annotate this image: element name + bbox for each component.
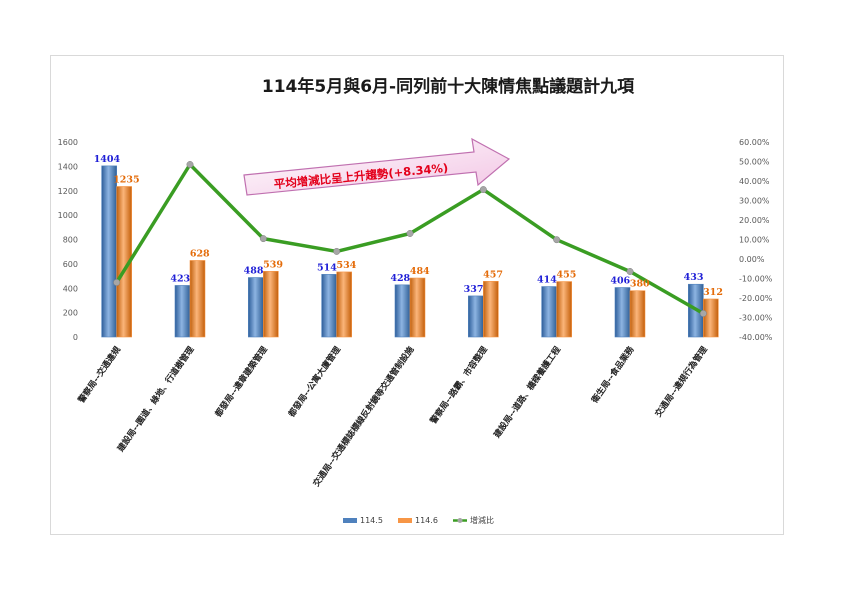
legend-label: 114.5 bbox=[360, 516, 383, 525]
line-series bbox=[113, 161, 707, 317]
bar bbox=[189, 260, 206, 338]
y2-tick-label: -10.00% bbox=[739, 275, 773, 284]
bar bbox=[468, 295, 484, 338]
category-label: 建設局--園道、綠地、行道樹管理 bbox=[115, 344, 197, 455]
bar-value-label: 380 bbox=[630, 279, 650, 290]
y-axis-right: -40.00% -30.00% -20.00% -10.00% 0.00% 10.00% 2… bbox=[739, 138, 773, 342]
bar bbox=[248, 277, 264, 338]
legend-swatch bbox=[398, 518, 412, 523]
y-tick-label: 1400 bbox=[58, 162, 78, 171]
bar-value-label: 484 bbox=[410, 266, 430, 277]
line-point bbox=[479, 186, 487, 194]
bar-value-label: 1235 bbox=[113, 174, 139, 185]
bar bbox=[336, 271, 352, 338]
line-point bbox=[186, 161, 194, 168]
y2-tick-label: 60.00% bbox=[739, 138, 770, 147]
bar-value-label: 455 bbox=[556, 270, 576, 281]
bar-value-label: 1404 bbox=[94, 154, 121, 165]
y-tick-label: 800 bbox=[63, 236, 78, 245]
bar bbox=[116, 186, 132, 338]
category-label: 都發局--公寓大廈管理 bbox=[286, 344, 344, 420]
combo-chart: 114年5月與6月-同列前十大陳情焦點議題計九項 平均增減比呈上升趨勢(+8.3… bbox=[58, 76, 773, 525]
y-tick-label: 1000 bbox=[58, 211, 78, 220]
category-label: 警察局--交通違規 bbox=[76, 344, 123, 405]
bar bbox=[174, 285, 191, 338]
legend-marker bbox=[457, 518, 463, 523]
line-point bbox=[333, 247, 341, 255]
line-point bbox=[553, 236, 561, 244]
bar-value-label: 337 bbox=[464, 284, 484, 295]
y2-tick-label: 20.00% bbox=[739, 216, 770, 225]
y2-tick-label: 10.00% bbox=[739, 236, 770, 245]
bar bbox=[614, 287, 631, 338]
annotation-arrow: 平均增減比呈上升趨勢(+8.34%) bbox=[243, 137, 511, 196]
bar-value-label: 312 bbox=[703, 287, 723, 298]
bar bbox=[101, 165, 117, 338]
line-point bbox=[406, 230, 414, 237]
bar-series bbox=[101, 165, 719, 338]
y-tick-label: 1200 bbox=[58, 187, 78, 196]
category-label: 衛生局--食品業務 bbox=[589, 344, 637, 406]
bar bbox=[394, 284, 411, 338]
bar-value-label: 423 bbox=[170, 273, 190, 284]
legend-label: 114.6 bbox=[415, 516, 438, 525]
category-label: 警察局--路霸、市容整理 bbox=[428, 344, 490, 426]
bar-value-label: 433 bbox=[684, 272, 704, 283]
y2-tick-label: -20.00% bbox=[739, 294, 773, 303]
y2-tick-label: 50.00% bbox=[739, 158, 770, 167]
y2-tick-label: 40.00% bbox=[739, 177, 770, 186]
bar-value-label: 628 bbox=[190, 248, 210, 259]
bar-value-label: 539 bbox=[263, 259, 283, 270]
y-tick-label: 1600 bbox=[58, 138, 78, 147]
trend-arrow-shape bbox=[243, 137, 511, 196]
bar-value-label: 428 bbox=[390, 273, 410, 284]
bar bbox=[629, 290, 646, 338]
bar bbox=[483, 281, 499, 338]
legend-swatch bbox=[343, 518, 357, 523]
bar-value-label: 406 bbox=[610, 276, 630, 287]
bar bbox=[263, 271, 279, 338]
bar bbox=[321, 274, 337, 338]
y-axis-left: 0 200 400 600 800 1000 1200 1400 1600 bbox=[58, 138, 78, 342]
y2-tick-label: -30.00% bbox=[739, 314, 773, 323]
y2-tick-label: 0.00% bbox=[739, 255, 765, 264]
y-tick-label: 400 bbox=[63, 284, 78, 293]
bar-value-label: 488 bbox=[244, 266, 264, 277]
bar bbox=[541, 286, 557, 338]
line-point bbox=[699, 310, 707, 317]
bar-value-label: 457 bbox=[483, 269, 503, 280]
bar-value-label: 514 bbox=[317, 262, 337, 273]
bar bbox=[703, 298, 719, 338]
category-label: 都發局--違章建築管理 bbox=[212, 344, 270, 420]
bar bbox=[556, 281, 572, 338]
y2-tick-label: -40.00% bbox=[739, 333, 773, 342]
chart-frame: 114年5月與6月-同列前十大陳情焦點議題計九項 平均增減比呈上升趨勢(+8.3… bbox=[50, 55, 784, 535]
bar-value-label: 534 bbox=[336, 260, 356, 271]
chart-title: 114年5月與6月-同列前十大陳情焦點議題計九項 bbox=[262, 76, 635, 97]
category-label: 建設局--道路、橋樑養護工程 bbox=[491, 344, 563, 441]
bar-value-label: 414 bbox=[537, 275, 557, 286]
line-point bbox=[113, 279, 121, 286]
y-tick-label: 0 bbox=[73, 333, 78, 342]
y-tick-label: 200 bbox=[63, 309, 78, 318]
bar bbox=[409, 277, 426, 338]
line-point bbox=[259, 235, 267, 243]
y-tick-label: 600 bbox=[63, 260, 78, 269]
legend: 114.5 114.6 增減比 bbox=[343, 515, 494, 525]
y2-tick-label: 30.00% bbox=[739, 197, 770, 206]
line-point bbox=[626, 268, 634, 275]
legend-label: 增減比 bbox=[470, 515, 494, 525]
category-label: 交通局--違規行為管理 bbox=[653, 344, 710, 419]
